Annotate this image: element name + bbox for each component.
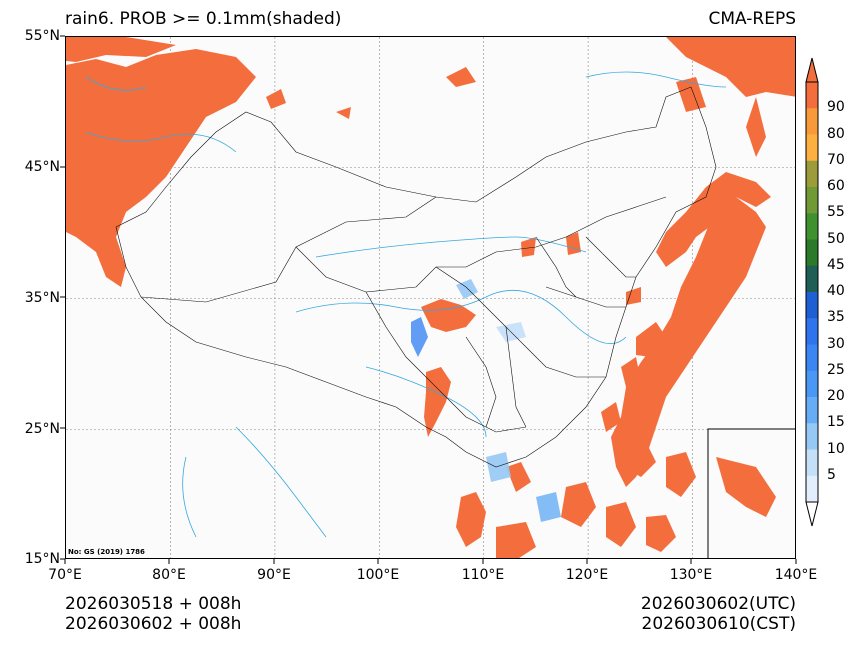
colorbar-min-arrow [805, 501, 819, 527]
colorbar-segment [806, 108, 818, 135]
xtick-label: 70°E [48, 567, 82, 583]
colorbar-segment [806, 370, 818, 398]
ytick-label: 55°N [24, 28, 60, 44]
colorbar-segment [806, 449, 818, 477]
xtick-label: 140°E [774, 567, 818, 583]
xtick-label: 120°E [565, 567, 609, 583]
colorbar-tick-label: 60 [827, 178, 845, 194]
xtick-label: 80°E [152, 567, 186, 583]
colorbar-segment [806, 187, 818, 214]
colorbar-tick-label: 40 [827, 283, 845, 299]
map-title: rain6. PROB >= 0.1mm(shaded) [65, 9, 342, 29]
colorbar-tick-label: 20 [827, 388, 845, 404]
colorbar-segment [806, 160, 818, 188]
ytick-label: 35°N [24, 290, 60, 306]
colorbar-tick-label: 55 [827, 204, 845, 221]
colorbar-tick-label: 25 [827, 361, 845, 378]
colorbar-tick-label: 30 [827, 335, 845, 352]
colorbar-segment [806, 318, 818, 345]
init-time-line2: 2026030602 + 008h [65, 614, 242, 634]
colorbar-tick-label: 80 [827, 125, 845, 142]
xtick-label: 110°E [461, 567, 505, 583]
colorbar-tick-label: 50 [827, 230, 845, 247]
tick-marks [60, 35, 797, 564]
valid-time-cst: 2026030610(CST) [641, 614, 796, 634]
colorbar-segment [806, 134, 818, 162]
map-canvas [66, 37, 795, 558]
approval-number: No: GS (2019) 1786 [68, 548, 145, 556]
colorbar-segment [806, 344, 818, 372]
colorbar-segment [806, 265, 818, 293]
colorbar-max-arrow [805, 57, 819, 83]
ytick-label: 45°N [24, 159, 60, 175]
colorbar-segment [806, 397, 818, 424]
colorbar-tick-label: 35 [827, 309, 845, 326]
borders [115, 86, 717, 468]
map-panel [65, 36, 796, 559]
colorbar-tick-label: 45 [827, 256, 845, 273]
colorbar-tick-label: 10 [827, 440, 845, 457]
colorbar-segment [806, 475, 818, 503]
ytick-label: 25°N [24, 421, 60, 437]
colorbar-tick-label: 70 [827, 151, 845, 168]
xtick-label: 130°E [669, 567, 713, 583]
colorbar-segment [806, 82, 818, 109]
xtick-label: 90°E [257, 567, 291, 583]
precip-shading [66, 37, 795, 558]
valid-time-utc: 2026030602(UTC) [640, 594, 796, 614]
colorbar-tick-label: 15 [827, 414, 845, 431]
model-name: CMA-REPS [708, 9, 796, 29]
colorbar-segment [806, 423, 818, 450]
colorbar-segment [806, 292, 818, 319]
inset-box [707, 428, 795, 558]
colorbar-tick-label: 90 [827, 99, 845, 116]
colorbar-segment [806, 213, 818, 240]
colorbar-tick-label: 5 [827, 466, 836, 483]
xtick-label: 100°E [356, 567, 400, 583]
ytick-label: 15°N [24, 551, 60, 567]
colorbar [805, 57, 819, 527]
colorbar-segment [806, 239, 818, 267]
init-time-line1: 2026030518 + 008h [65, 594, 242, 614]
